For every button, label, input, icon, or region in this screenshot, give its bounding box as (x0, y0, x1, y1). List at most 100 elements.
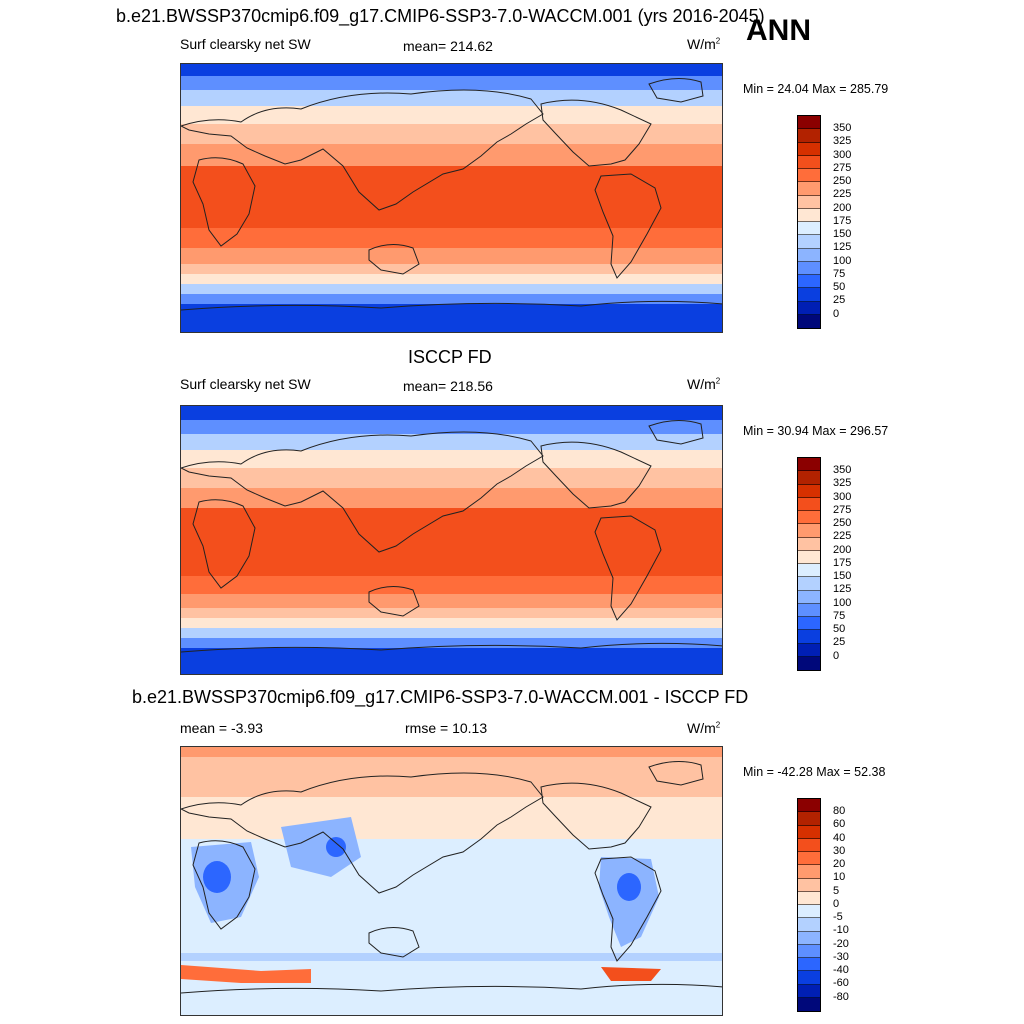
panel1-cbar-label: 125 (833, 241, 852, 254)
panel2-title: ISCCP FD (408, 347, 492, 367)
panel3-swatch (798, 984, 820, 998)
panel3-swatch (798, 838, 820, 852)
panel2-cbar-label: 350 (833, 464, 852, 476)
season-label: ANN (746, 14, 811, 47)
panel2-cbar-label: 225 (833, 530, 852, 543)
panel3-units: W/m2 (687, 720, 721, 736)
panel3-cbar-label: 10 (833, 871, 846, 884)
panel1-swatch (798, 129, 820, 143)
panel2-swatch (798, 471, 820, 485)
panel2-swatch (798, 564, 820, 578)
panel3-cbar-label: -60 (833, 977, 849, 990)
panel1-swatch (798, 288, 820, 302)
panel1-swatch (798, 261, 820, 275)
panel2-colorbar-swatches (797, 457, 821, 671)
panel2-cbar-label: 50 (833, 623, 846, 635)
panel1-cbar-label: 325 (833, 135, 852, 148)
panel2-units: W/m2 (687, 376, 721, 392)
panel2-swatch (798, 524, 820, 538)
panel2-cbar-label: 150 (833, 570, 852, 582)
panel1-swatch (798, 275, 820, 289)
panel1-map (180, 63, 723, 333)
panel2-swatch (798, 643, 820, 657)
panel3-swatch (798, 905, 820, 919)
panel2-cbar-label: 325 (833, 477, 852, 490)
panel1-swatch (798, 195, 820, 209)
panel3-cbar-label: 60 (833, 818, 846, 831)
panel2-colorbar: 350 325 300 275 250 225 200 175 150 125 … (797, 457, 851, 671)
panel3-swatch (798, 958, 820, 972)
panel3-swatch (798, 931, 820, 945)
main-title: b.e21.BWSSP370cmip6.f09_g17.CMIP6-SSP3-7… (116, 6, 765, 26)
panel1-cbar-label: 350 (833, 122, 852, 134)
panel2-cbar-label: 275 (833, 503, 852, 516)
panel1-colorbar: 350 325 300 275 250 225 200 175 150 125 … (797, 115, 851, 329)
panel3-swatch (798, 852, 820, 866)
panel2-swatch (798, 550, 820, 564)
panel3-cbar-label: -80 (833, 990, 849, 1003)
panel3-swatch (798, 812, 820, 826)
panel1-cbar-label: 50 (833, 281, 846, 293)
panel3-swatch (798, 971, 820, 985)
panel1-cbar-label: 175 (833, 214, 852, 227)
panel3-cbar-label: 30 (833, 844, 846, 857)
panel1-swatch (798, 301, 820, 315)
panel1-swatch (798, 182, 820, 196)
panel2-cbar-label: 300 (833, 490, 852, 503)
panel1-cbar-label: 250 (833, 175, 852, 187)
panel3-cbar-label: 20 (833, 858, 846, 870)
panel1-swatch (798, 314, 820, 328)
panel3-minmax: Min = -42.28 Max = 52.38 (743, 765, 886, 779)
panel3-cbar-label: -5 (833, 911, 843, 923)
panel2-swatch (798, 458, 820, 472)
panel3-colorbar: 80 60 40 30 20 10 5 0 -5 -10 -20 -30 -40… (797, 798, 849, 1012)
panel2-swatch (798, 603, 820, 617)
panel2-swatch (798, 537, 820, 551)
panel2-cbar-label: 250 (833, 517, 852, 529)
panel1-cbar-label: 275 (833, 161, 852, 174)
panel2-swatch (798, 630, 820, 644)
panel3-swatch (798, 865, 820, 879)
panel2-swatch (798, 590, 820, 604)
panel1-variable-label: Surf clearsky net SW (180, 36, 311, 52)
panel1-cbar-label: 100 (833, 254, 852, 267)
panel1-mean-label: mean= 214.62 (403, 38, 493, 54)
panel2-swatch (798, 656, 820, 670)
panel1-swatch (798, 208, 820, 222)
panel2-cbar-label: 200 (833, 543, 852, 556)
panel1-cbar-label: 225 (833, 188, 852, 201)
panel2-swatch (798, 577, 820, 591)
panel3-cbar-label: 80 (833, 805, 846, 817)
panel2-cbar-label: 175 (833, 556, 852, 569)
panel2-swatch (798, 511, 820, 525)
panel2-swatch (798, 484, 820, 498)
panel2-cbar-label: 25 (833, 636, 846, 649)
panel3-swatch (798, 918, 820, 932)
panel3-mean-label: mean = -3.93 (180, 720, 263, 736)
panel1-swatch (798, 155, 820, 169)
panel3-cbar-label: 5 (833, 884, 840, 897)
panel1-swatch (798, 169, 820, 183)
panel3-cbar-label: 0 (833, 897, 840, 910)
panel1-cbar-label: 75 (833, 267, 846, 280)
panel2-map (180, 405, 723, 675)
panel3-title: b.e21.BWSSP370cmip6.f09_g17.CMIP6-SSP3-7… (132, 687, 749, 707)
panel1-cbar-label: 150 (833, 228, 852, 240)
panel2-cbar-label: 75 (833, 609, 846, 622)
panel1-cbar-label: 300 (833, 148, 852, 161)
panel3-swatch (798, 825, 820, 839)
panel1-cbar-label: 200 (833, 201, 852, 214)
panel2-variable-label: Surf clearsky net SW (180, 376, 311, 392)
panel3-swatch (798, 891, 820, 905)
panel2-swatch (798, 617, 820, 631)
panel3-colorbar-swatches (797, 798, 821, 1012)
panel1-cbar-label: 0 (833, 307, 840, 320)
panel3-cbar-label: -30 (833, 950, 849, 963)
panel3-cbar-label: -40 (833, 964, 849, 976)
panel3-rmse-label: rmse = 10.13 (405, 720, 488, 736)
panel1-swatch (798, 235, 820, 249)
panel2-minmax: Min = 30.94 Max = 296.57 (743, 424, 889, 438)
panel2-mean-label: mean= 218.56 (403, 378, 493, 394)
panel1-swatch (798, 248, 820, 262)
panel3-swatch (798, 799, 820, 813)
